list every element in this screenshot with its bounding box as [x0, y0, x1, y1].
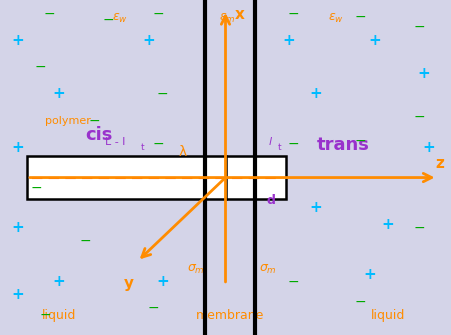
Text: l: l — [269, 137, 272, 147]
Text: +: + — [309, 200, 322, 215]
Text: +: + — [52, 86, 65, 101]
Text: $\epsilon_m$: $\epsilon_m$ — [220, 12, 236, 25]
Text: t: t — [278, 143, 281, 152]
Text: +: + — [282, 33, 295, 48]
Text: +: + — [418, 66, 430, 81]
Text: −: − — [80, 234, 92, 248]
Text: 0: 0 — [235, 188, 244, 202]
Text: −: − — [152, 137, 164, 151]
Bar — [226, 156, 286, 199]
Text: −: − — [287, 137, 299, 151]
Text: $\sigma_m$: $\sigma_m$ — [259, 263, 277, 276]
Text: −: − — [35, 60, 46, 74]
Text: −: − — [414, 20, 425, 34]
Text: polymer: polymer — [45, 116, 91, 126]
Text: membrane: membrane — [196, 309, 264, 322]
Text: y: y — [124, 276, 133, 291]
Text: +: + — [364, 267, 376, 282]
Text: λ: λ — [179, 145, 187, 159]
Text: +: + — [12, 287, 24, 302]
Text: −: − — [44, 6, 55, 20]
Text: trans: trans — [316, 136, 369, 154]
Text: z: z — [435, 156, 444, 171]
Text: −: − — [30, 181, 42, 195]
Text: x: x — [235, 7, 244, 22]
Text: L - l: L - l — [105, 137, 125, 147]
Text: +: + — [12, 140, 24, 155]
Text: −: − — [355, 294, 367, 309]
Text: +: + — [156, 274, 169, 289]
Text: t: t — [140, 143, 144, 152]
Text: +: + — [368, 33, 381, 48]
Text: $\sigma_m$: $\sigma_m$ — [187, 263, 205, 276]
Text: +: + — [143, 33, 155, 48]
Text: −: − — [414, 110, 425, 124]
Text: −: − — [414, 221, 425, 235]
Text: +: + — [12, 220, 24, 235]
Text: +: + — [52, 274, 65, 289]
Text: −: − — [156, 87, 168, 101]
Bar — [27, 156, 226, 199]
Text: −: − — [102, 13, 114, 27]
Text: +: + — [12, 33, 24, 48]
Text: −: − — [152, 6, 164, 20]
Text: −: − — [39, 308, 51, 322]
Text: $\epsilon_w$: $\epsilon_w$ — [111, 12, 128, 25]
Text: −: − — [355, 134, 367, 148]
Text: −: − — [287, 6, 299, 20]
Text: liquid: liquid — [371, 309, 405, 322]
Text: d: d — [266, 194, 275, 207]
Text: −: − — [147, 301, 159, 315]
Text: cis: cis — [86, 126, 113, 144]
Text: −: − — [355, 10, 367, 24]
Text: −: − — [287, 274, 299, 288]
Text: +: + — [422, 140, 435, 155]
Text: liquid: liquid — [41, 309, 76, 322]
Text: $\epsilon_w$: $\epsilon_w$ — [328, 12, 344, 25]
Text: −: − — [89, 114, 101, 128]
Text: +: + — [382, 217, 394, 232]
Text: +: + — [309, 86, 322, 101]
